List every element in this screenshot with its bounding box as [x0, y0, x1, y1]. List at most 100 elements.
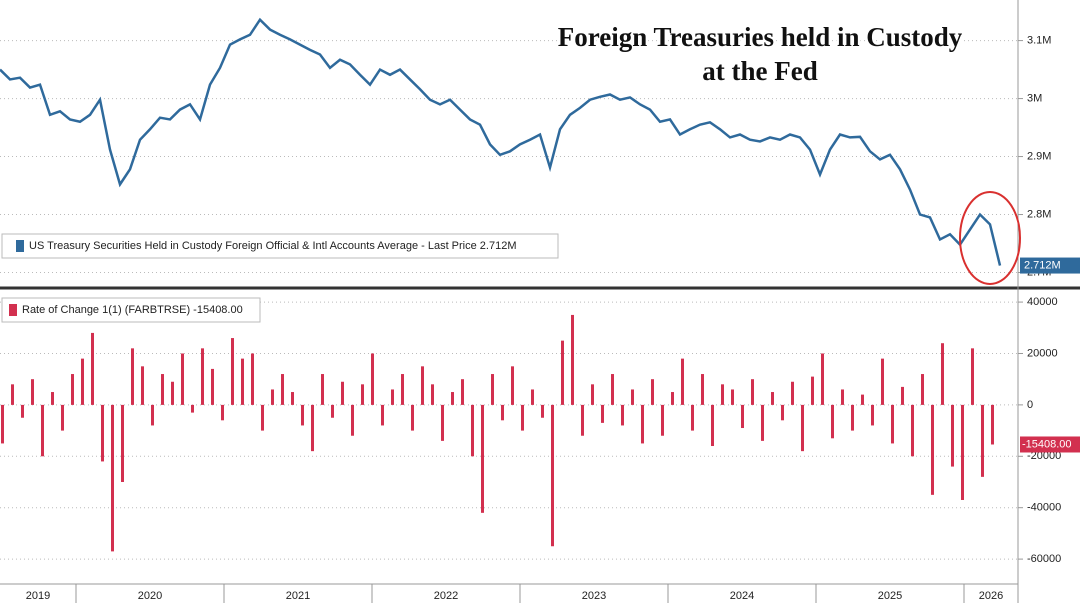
bar	[781, 404, 784, 421]
highlight-circle	[959, 191, 1021, 285]
bar	[771, 392, 774, 405]
bar	[151, 404, 154, 426]
bar	[651, 379, 654, 405]
bar	[601, 404, 604, 423]
bar	[461, 379, 464, 405]
bar	[121, 404, 124, 482]
y-tick-label: -20000	[1027, 450, 1061, 462]
x-tick-label: 2021	[286, 590, 310, 602]
bar	[941, 343, 944, 405]
y-tick-label: 2.9M	[1027, 150, 1051, 162]
x-tick-label: 2026	[979, 590, 1003, 602]
bar	[471, 404, 474, 457]
bar	[751, 379, 754, 405]
bar	[341, 381, 344, 405]
bar	[181, 353, 184, 405]
bar	[371, 353, 374, 405]
bar	[641, 404, 644, 444]
bar	[411, 404, 414, 431]
bar	[611, 374, 614, 405]
bar	[431, 384, 434, 405]
bar	[991, 404, 994, 445]
legend-swatch	[16, 240, 24, 252]
legend-box	[1, 297, 261, 323]
bar	[841, 389, 844, 405]
bar	[481, 404, 484, 513]
bar	[871, 404, 874, 426]
bar	[211, 368, 214, 405]
x-tick-label: 2024	[730, 590, 754, 602]
bar	[981, 404, 984, 477]
bar	[741, 404, 744, 429]
x-tick-label: 2019	[26, 590, 50, 602]
bar	[401, 374, 404, 405]
bar	[931, 404, 934, 495]
bar	[911, 404, 914, 457]
bar	[581, 404, 584, 436]
bar	[451, 392, 454, 405]
bar	[761, 404, 764, 441]
last-value-label: -15408.00	[1022, 438, 1072, 450]
bar	[251, 353, 254, 405]
bar	[171, 381, 174, 405]
bar	[221, 404, 224, 421]
bar	[631, 389, 634, 405]
bar	[521, 404, 524, 431]
bar	[901, 386, 904, 405]
x-tick-label: 2022	[434, 590, 458, 602]
bar	[881, 358, 884, 405]
bar	[831, 404, 834, 439]
bar	[41, 404, 44, 457]
y-tick-label: 3M	[1027, 92, 1042, 104]
bar	[31, 379, 34, 405]
bar	[191, 404, 194, 413]
bar	[951, 404, 954, 467]
bar	[621, 404, 624, 426]
x-tick-label: 2020	[138, 590, 162, 602]
bar	[161, 374, 164, 405]
y-tick-label: -40000	[1027, 502, 1061, 514]
bar	[311, 404, 314, 452]
bar	[81, 358, 84, 405]
grid	[0, 301, 1018, 560]
bar	[721, 384, 724, 405]
bar	[291, 392, 294, 405]
y-tick-label: 40000	[1027, 296, 1058, 308]
bar	[141, 366, 144, 405]
bar	[821, 353, 824, 405]
bar	[701, 374, 704, 405]
bar	[681, 358, 684, 405]
bar	[321, 374, 324, 405]
y-tick-label: 20000	[1027, 347, 1058, 359]
y-tick-label: 2.8M	[1027, 208, 1051, 220]
grid	[0, 40, 1018, 274]
bar	[811, 376, 814, 405]
bar	[421, 366, 424, 405]
y-tick-label: 3.1M	[1027, 34, 1051, 46]
y-tick-label: 0	[1027, 399, 1033, 411]
bar	[561, 340, 564, 405]
chart-title: Foreign Treasuries held in Custody	[558, 22, 963, 52]
bar	[591, 384, 594, 405]
last-value-tag	[1020, 257, 1080, 274]
bar	[111, 404, 114, 552]
bar	[21, 404, 24, 418]
bar	[301, 404, 304, 426]
bar	[331, 404, 334, 418]
bar	[61, 404, 64, 431]
legend-box	[1, 233, 559, 259]
bar	[661, 404, 664, 436]
bar	[791, 381, 794, 405]
bar	[231, 338, 234, 405]
legend-swatch	[9, 304, 17, 316]
bar	[541, 404, 544, 418]
bar	[351, 404, 354, 436]
legend-label: Rate of Change 1(1) (FARBTRSE) -15408.00	[22, 304, 243, 316]
bar	[361, 384, 364, 405]
bar	[691, 404, 694, 431]
bar	[271, 389, 274, 405]
bar	[71, 374, 74, 405]
bar	[1, 404, 4, 444]
x-tick-label: 2023	[582, 590, 606, 602]
